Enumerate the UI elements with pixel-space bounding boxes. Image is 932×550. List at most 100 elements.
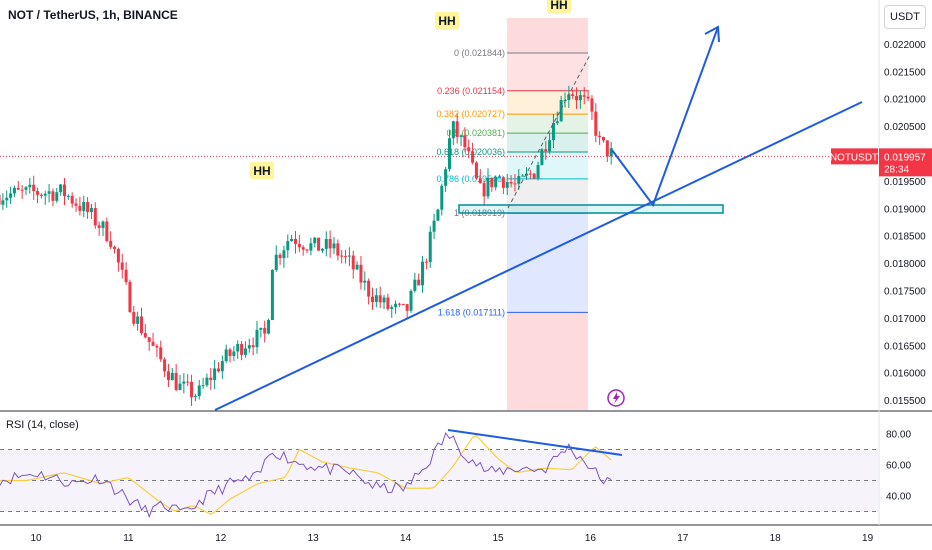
- candle-body: [467, 147, 471, 152]
- fib-zone: [507, 114, 588, 134]
- candle-body: [524, 173, 528, 176]
- candle-body: [193, 396, 197, 398]
- projection-path: [611, 26, 719, 208]
- candle-body: [320, 248, 324, 251]
- candle-body: [282, 250, 286, 259]
- candle-body: [66, 195, 70, 197]
- candle-body: [521, 175, 525, 177]
- price-badge-bg: [831, 148, 878, 165]
- candle-body: [209, 377, 213, 381]
- candle-body: [109, 241, 113, 247]
- fib-zone: [507, 133, 588, 153]
- x-tick-label: 11: [123, 533, 134, 544]
- candle-body: [382, 297, 386, 303]
- candle-body: [567, 94, 571, 100]
- candle-body: [43, 193, 47, 196]
- fib-zone-upper: [507, 18, 588, 53]
- candle-body: [220, 361, 224, 372]
- candle-body: [563, 99, 567, 101]
- candle-body: [447, 138, 451, 170]
- candle-body: [232, 351, 236, 356]
- candle-body: [309, 243, 313, 251]
- candle-body: [494, 176, 498, 188]
- y-tick-label: 0.017000: [884, 314, 926, 325]
- candle-body: [190, 381, 194, 398]
- currency-button[interactable]: USDT: [884, 5, 926, 29]
- candle-body: [136, 316, 140, 324]
- rsi-divergence-line: [447, 429, 623, 456]
- candle-body: [405, 304, 409, 311]
- candle-body: [0, 195, 1, 205]
- candle-body: [347, 255, 351, 257]
- fib-zone: [507, 152, 588, 179]
- candle-body: [128, 282, 132, 313]
- candle-body: [216, 368, 220, 372]
- candle-body: [274, 254, 278, 270]
- support-zone-box: [458, 204, 724, 214]
- candle-body: [490, 177, 494, 188]
- fib-label: 0.5 (0.020381): [446, 128, 505, 138]
- candle-body: [390, 307, 394, 309]
- candle-body: [424, 261, 428, 263]
- fib-zone: [507, 52, 588, 91]
- y-tick-label: 0.017500: [884, 287, 926, 298]
- candle-body: [86, 202, 90, 213]
- candle-body: [317, 237, 321, 251]
- candle-body: [36, 191, 40, 195]
- candle-body: [132, 312, 136, 324]
- candle-body: [120, 262, 124, 270]
- candle-body: [116, 249, 120, 263]
- candle-body: [517, 175, 521, 184]
- candle-body: [571, 94, 575, 96]
- candle-body: [93, 208, 97, 226]
- candle-body: [313, 237, 317, 244]
- candle-body: [532, 173, 536, 179]
- candle-body: [459, 135, 463, 137]
- candle-body: [609, 148, 613, 157]
- hh-label: HH: [438, 14, 455, 28]
- candle-body: [586, 96, 590, 99]
- candle-body: [594, 111, 598, 136]
- candle-body: [278, 254, 282, 259]
- y-tick-label: 0.022000: [884, 40, 926, 51]
- candle-body: [62, 184, 66, 196]
- candle-body: [386, 297, 390, 309]
- candle-body: [9, 193, 13, 198]
- candle-body: [471, 151, 475, 163]
- candle-body: [440, 185, 444, 210]
- candle-body: [259, 327, 263, 330]
- x-tick-label: 17: [677, 533, 689, 544]
- candle-body: [332, 243, 336, 249]
- candle-body: [340, 255, 344, 257]
- candle-body: [74, 203, 78, 206]
- candle-body: [28, 184, 32, 188]
- candle-body: [428, 231, 432, 263]
- candle-body: [409, 290, 413, 311]
- candle-body: [201, 385, 205, 387]
- candles: [0, 85, 613, 406]
- x-tick-label: 16: [585, 533, 597, 544]
- candle-body: [47, 191, 51, 194]
- candle-body: [478, 178, 482, 184]
- candle-body: [286, 241, 290, 251]
- candle-body: [544, 149, 548, 152]
- y-tick-label: 0.018500: [884, 232, 926, 243]
- x-tick-label: 14: [400, 533, 412, 544]
- rsi-tick-label: 80.00: [886, 430, 911, 441]
- rsi-line: [0, 431, 612, 519]
- candle-body: [170, 372, 174, 381]
- candle-body: [297, 243, 301, 248]
- candle-body: [421, 261, 425, 286]
- y-tick-label: 0.021500: [884, 67, 926, 78]
- candle-body: [89, 208, 93, 213]
- candle-body: [263, 327, 267, 334]
- y-tick-label: 0.016500: [884, 341, 926, 352]
- candle-body: [105, 221, 109, 242]
- x-tick-label: 12: [215, 533, 227, 544]
- fib-zone: [507, 178, 588, 214]
- candle-body: [378, 295, 382, 303]
- candle-body: [455, 121, 459, 137]
- y-tick-label: 0.019500: [884, 177, 926, 188]
- x-tick-label: 15: [492, 533, 504, 544]
